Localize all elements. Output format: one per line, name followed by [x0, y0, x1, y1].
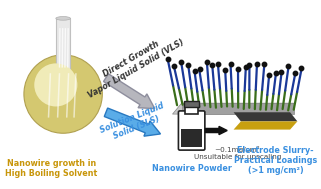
FancyArrow shape: [104, 108, 160, 136]
Bar: [181, 129, 202, 147]
Text: ~0.1mg/cm²
Unsuitable for upscaling: ~0.1mg/cm² Unsuitable for upscaling: [194, 146, 281, 160]
Text: Nanowire Powder: Nanowire Powder: [152, 164, 231, 173]
Circle shape: [24, 55, 102, 133]
Polygon shape: [172, 103, 294, 114]
Polygon shape: [234, 121, 297, 130]
Bar: [185, 107, 198, 114]
FancyArrow shape: [205, 126, 227, 135]
Bar: [184, 101, 199, 107]
Text: Solution Liquid
Solid (SLS): Solution Liquid Solid (SLS): [99, 101, 169, 145]
Text: Nanowire growth in
High Boiling Solvent: Nanowire growth in High Boiling Solvent: [5, 159, 97, 178]
Polygon shape: [234, 112, 297, 121]
Text: Electrode Slurry-
Practical Loadings
(>1 mg/cm²): Electrode Slurry- Practical Loadings (>1…: [234, 146, 317, 176]
FancyBboxPatch shape: [178, 111, 205, 150]
Text: Direct Growth
Vapor Liquid Solid (VLS): Direct Growth Vapor Liquid Solid (VLS): [81, 28, 186, 100]
Polygon shape: [182, 103, 294, 114]
Bar: [56, 18, 70, 70]
Circle shape: [34, 63, 77, 106]
Ellipse shape: [56, 17, 70, 20]
FancyArrow shape: [103, 74, 155, 109]
